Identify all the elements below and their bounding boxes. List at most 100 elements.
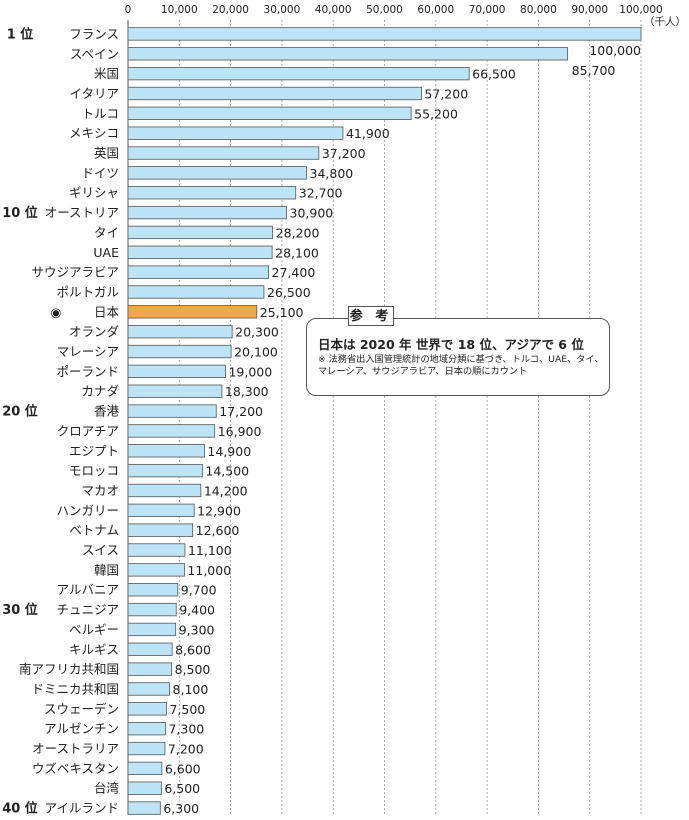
- bar: [127, 622, 177, 637]
- value-label: 20,100: [234, 345, 278, 360]
- value-label: 9,300: [179, 622, 215, 637]
- bar: [127, 27, 642, 41]
- bar: [127, 463, 203, 478]
- value-label: 7,200: [168, 742, 204, 757]
- category-label: スウェーデン: [44, 701, 119, 716]
- x-tick-label: 10,000: [161, 4, 198, 16]
- value-label: 7,300: [168, 722, 204, 737]
- x-tick-label: 20,000: [212, 4, 249, 16]
- category-label: スイス: [82, 543, 119, 558]
- category-label: ハンガリー: [56, 503, 119, 518]
- bar: [127, 205, 287, 220]
- category-label: オランダ: [69, 324, 119, 339]
- bar: [127, 186, 297, 200]
- bar: [127, 325, 233, 339]
- bar: [127, 662, 173, 676]
- rank-label: 1 位: [7, 26, 34, 42]
- category-label: ポーランド: [56, 364, 119, 379]
- bar: [127, 722, 166, 736]
- bar: [127, 543, 186, 557]
- category-label: ギリシャ: [69, 185, 119, 200]
- category-label: 香港: [94, 404, 120, 419]
- bar: [127, 364, 226, 379]
- category-label: 韓国: [94, 562, 119, 577]
- bar: [127, 444, 205, 458]
- bar: [127, 225, 274, 240]
- x-tick-label: 60,000: [417, 4, 454, 16]
- bar: [127, 583, 179, 597]
- bar: [127, 761, 163, 776]
- value-label: 11,000: [187, 563, 231, 578]
- bar: [127, 801, 161, 815]
- value-label: 19,000: [228, 364, 272, 379]
- bar: [127, 86, 422, 101]
- bar: [127, 642, 173, 656]
- value-label: 16,900: [218, 424, 262, 439]
- category-label: ベトナム: [69, 523, 119, 538]
- value-label: 12,600: [196, 523, 240, 538]
- category-label: アルゼンチン: [44, 721, 119, 736]
- bar: [127, 126, 344, 140]
- category-label: メキシコ: [69, 126, 119, 141]
- bar: [127, 424, 216, 438]
- value-label: 6,500: [164, 781, 200, 796]
- category-label: ウズベキスタン: [32, 761, 119, 776]
- category-label: 日本: [94, 304, 120, 319]
- category-label: ドミニカ共和国: [31, 681, 119, 696]
- category-label: ドイツ: [81, 165, 119, 180]
- value-label: 37,200: [322, 146, 366, 161]
- x-tick-label: 100,000: [619, 4, 662, 16]
- category-label: タイ: [94, 225, 119, 240]
- value-label: 57,200: [424, 86, 468, 101]
- category-label: カナダ: [81, 384, 119, 399]
- value-label: 8,100: [173, 682, 209, 697]
- category-label: UAE: [93, 245, 119, 260]
- value-label: 32,700: [299, 186, 343, 201]
- bar: [127, 265, 269, 279]
- category-label: オーストリア: [45, 205, 119, 220]
- value-label: 12,900: [197, 503, 241, 518]
- category-label: 南アフリカ共和国: [19, 662, 119, 677]
- x-tick-label: 30,000: [264, 4, 301, 16]
- category-label: キルギス: [69, 642, 119, 657]
- x-tick-label: 50,000: [366, 4, 403, 16]
- value-label: 14,200: [204, 483, 248, 498]
- value-label: 20,300: [235, 325, 279, 340]
- x-tick-label: 0: [125, 4, 132, 16]
- category-label: マレーシア: [57, 344, 119, 359]
- value-label: 28,200: [276, 225, 320, 240]
- value-label: 100,000: [589, 43, 641, 58]
- value-label: 8,500: [175, 662, 211, 677]
- category-label: モロッコ: [69, 463, 119, 478]
- category-label: サウジアラビア: [31, 265, 119, 280]
- bar: [127, 66, 470, 81]
- bar: [127, 166, 307, 180]
- bar: [127, 404, 217, 418]
- bar: [127, 285, 265, 299]
- value-label: 11,100: [188, 543, 232, 558]
- x-tick-label: 90,000: [571, 4, 608, 16]
- highlight-marker: ◉: [51, 304, 62, 319]
- bar: [127, 384, 223, 398]
- x-tick-label: 70,000: [469, 4, 506, 16]
- value-label: 55,200: [414, 106, 458, 121]
- category-label: 米国: [94, 66, 119, 81]
- category-label: アルバニア: [57, 582, 119, 597]
- bar: [127, 523, 194, 537]
- bar: [127, 305, 258, 319]
- value-label: 6,600: [165, 761, 201, 776]
- value-label: 14,900: [207, 444, 251, 459]
- value-label: 9,400: [179, 603, 215, 618]
- bar: [127, 47, 569, 61]
- category-label: イタリア: [69, 86, 119, 101]
- reference-note-box: [306, 318, 610, 396]
- value-label: 14,500: [205, 464, 249, 479]
- bar: [127, 344, 232, 359]
- value-label: 27,400: [272, 265, 316, 280]
- category-label: アイルランド: [45, 801, 119, 816]
- bar: [127, 245, 273, 259]
- value-label: 30,900: [290, 206, 334, 221]
- bar: [127, 682, 170, 696]
- bar: [127, 106, 412, 120]
- reference-note-title: 日本は 2020 年 世界で 18 位、アジアで 6 位: [318, 337, 584, 352]
